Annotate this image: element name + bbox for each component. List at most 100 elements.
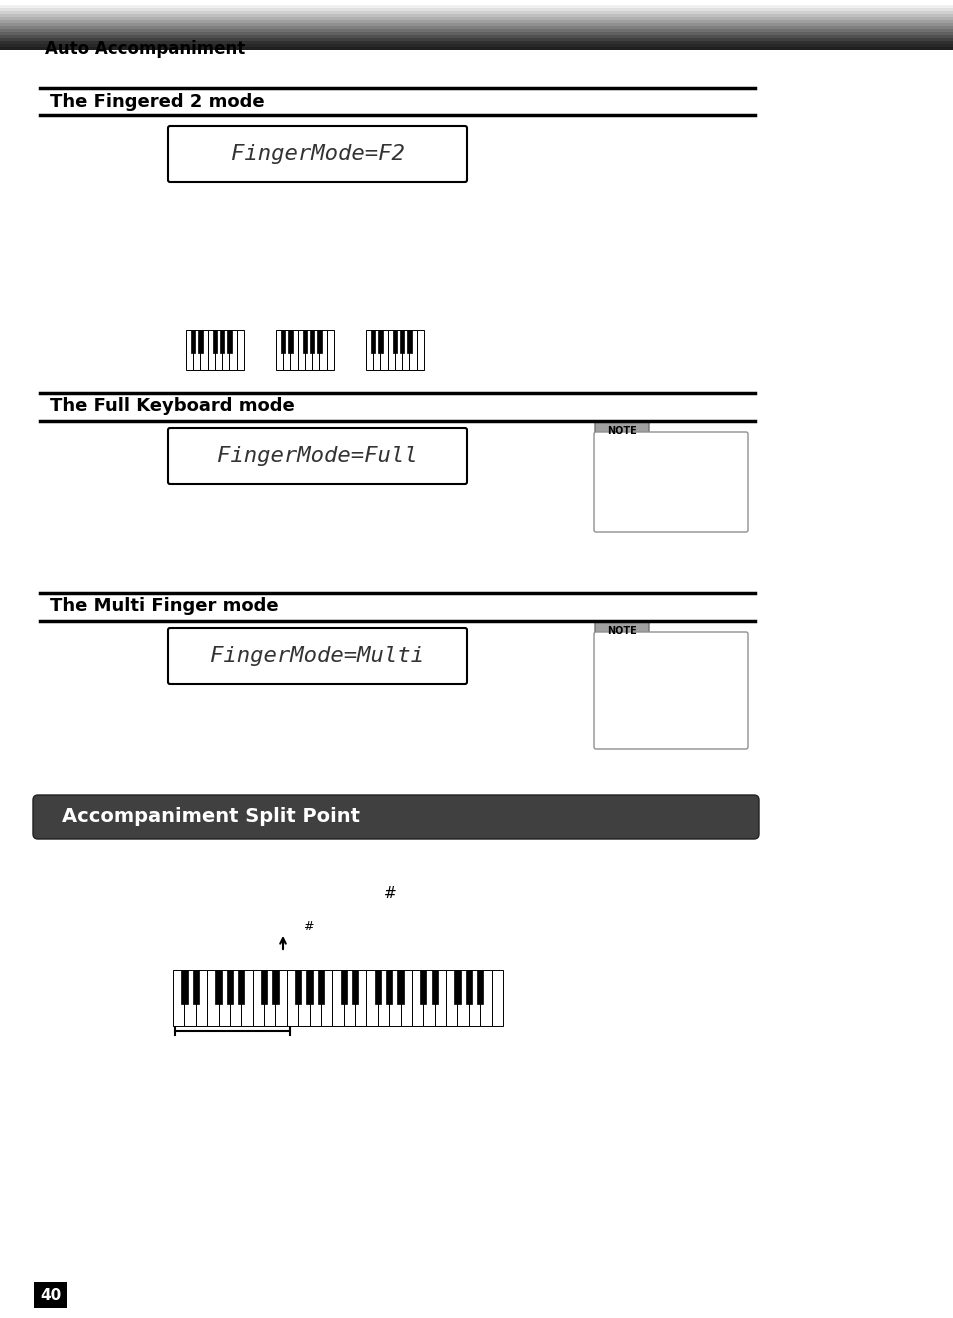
Bar (309, 970, 320, 1025)
Text: FingerMode=Full: FingerMode=Full (217, 445, 417, 467)
Bar (208, 330, 214, 370)
FancyBboxPatch shape (168, 127, 467, 182)
Text: #: # (302, 920, 313, 933)
Bar (215, 970, 221, 1003)
FancyBboxPatch shape (595, 622, 648, 641)
Bar (400, 970, 412, 1025)
Bar (230, 330, 236, 370)
Bar (402, 330, 409, 370)
Bar (409, 330, 416, 370)
Bar (0, 17, 953, 20)
Bar (181, 970, 188, 1003)
Bar (207, 970, 218, 1025)
Bar (386, 970, 392, 1003)
Bar (236, 330, 244, 370)
Bar (397, 970, 403, 1003)
Bar (186, 330, 193, 370)
Text: The Fingered 2 mode: The Fingered 2 mode (50, 94, 264, 111)
Bar (275, 330, 283, 370)
Bar (283, 330, 291, 370)
Bar (343, 970, 355, 1025)
Bar (395, 330, 402, 370)
Bar (457, 970, 468, 1025)
Bar (222, 330, 230, 370)
Bar (416, 330, 423, 370)
Bar (238, 970, 244, 1003)
Text: Auto Accompaniment: Auto Accompaniment (45, 40, 245, 58)
Bar (366, 330, 373, 370)
Bar (294, 970, 301, 1003)
Text: Accompaniment Split Point: Accompaniment Split Point (62, 808, 359, 826)
Bar (200, 330, 208, 370)
Bar (340, 970, 347, 1003)
Text: FingerMode=F2: FingerMode=F2 (231, 144, 404, 163)
Bar (399, 330, 404, 353)
Bar (320, 970, 332, 1025)
Text: NOTE: NOTE (606, 426, 637, 436)
Bar (310, 330, 314, 353)
Text: The Multi Finger mode: The Multi Finger mode (50, 597, 278, 616)
Bar (287, 970, 298, 1025)
Bar (387, 330, 395, 370)
Bar (352, 970, 357, 1003)
Bar (306, 970, 313, 1003)
Bar (407, 330, 411, 353)
Bar (305, 330, 312, 370)
Bar (264, 970, 275, 1025)
Bar (423, 970, 435, 1025)
Bar (0, 26, 953, 29)
Bar (227, 330, 232, 353)
Bar (0, 8, 953, 11)
FancyBboxPatch shape (595, 422, 648, 442)
Bar (312, 330, 319, 370)
Bar (332, 970, 343, 1025)
Bar (412, 970, 423, 1025)
Bar (419, 970, 426, 1003)
Bar (476, 970, 483, 1003)
Bar (0, 20, 953, 22)
Bar (393, 330, 396, 353)
Bar (317, 970, 324, 1003)
Bar (319, 330, 327, 370)
Bar (0, 5, 953, 8)
Bar (0, 32, 953, 36)
Bar (454, 970, 460, 1003)
Bar (198, 330, 202, 353)
Bar (371, 330, 375, 353)
Bar (389, 970, 400, 1025)
Bar (380, 330, 387, 370)
Bar (0, 47, 953, 50)
Bar (431, 970, 437, 1003)
Bar (303, 330, 307, 353)
Bar (378, 330, 382, 353)
Bar (230, 970, 241, 1025)
Bar (260, 970, 267, 1003)
Bar (0, 43, 953, 47)
Bar (220, 330, 224, 353)
Bar (0, 22, 953, 26)
Bar (172, 970, 184, 1025)
Bar (291, 330, 297, 370)
Bar (214, 330, 222, 370)
Bar (375, 970, 380, 1003)
Bar (218, 970, 230, 1025)
Bar (479, 970, 491, 1025)
Bar (184, 970, 195, 1025)
Bar (373, 330, 380, 370)
FancyBboxPatch shape (168, 627, 467, 684)
Bar (253, 970, 264, 1025)
Bar (491, 970, 502, 1025)
Bar (0, 14, 953, 17)
Text: #: # (383, 886, 395, 900)
Bar (0, 38, 953, 41)
Bar (191, 330, 195, 353)
Bar (275, 970, 287, 1025)
Bar (288, 330, 293, 353)
Bar (468, 970, 479, 1025)
Bar (281, 330, 285, 353)
Bar (272, 970, 278, 1003)
FancyBboxPatch shape (594, 633, 747, 749)
Bar (377, 970, 389, 1025)
Bar (297, 330, 305, 370)
Text: NOTE: NOTE (606, 626, 637, 637)
